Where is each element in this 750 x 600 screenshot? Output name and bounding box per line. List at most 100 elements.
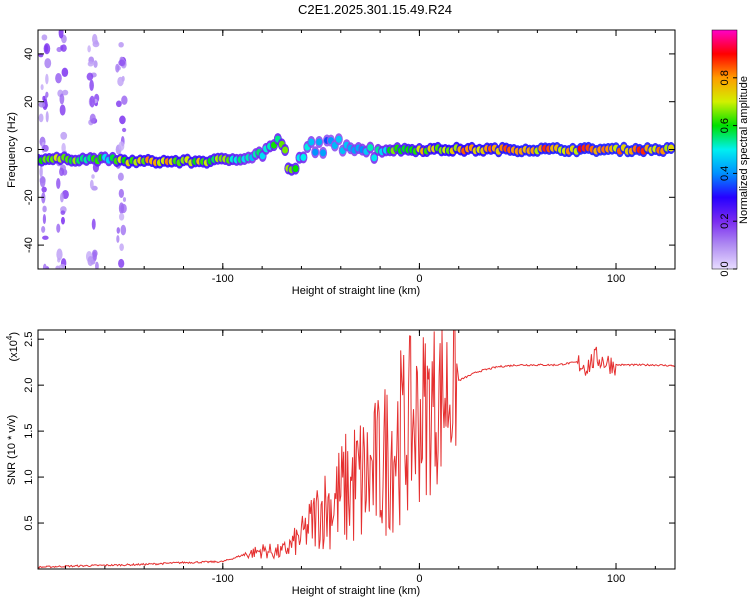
heatmap-x-axis-label: Height of straight line (km)	[292, 285, 420, 297]
heatmap-ridge-cell	[316, 138, 323, 146]
colorbar-gradient	[711, 29, 738, 270]
heatmap-noise-cell	[39, 175, 46, 188]
heatmap-x-tick-label: 100	[607, 273, 625, 285]
heatmap-noise-cell	[55, 72, 62, 84]
heatmap-y-tick-label: -20	[23, 189, 35, 205]
snr-x-tick-label: 0	[416, 573, 422, 585]
heatmap-noise-cell	[95, 261, 99, 269]
heatmap-noise-cell	[118, 258, 125, 268]
heatmap-noise-cell	[89, 79, 94, 92]
heatmap-noise-cell	[60, 192, 64, 203]
heatmap-ridge-cell	[308, 138, 315, 146]
snr-y-axis-label: SNR (10 * v/v)	[6, 415, 18, 485]
heatmap-noise-cell	[42, 213, 47, 225]
heatmap-noise-cell	[122, 197, 127, 202]
heatmap-noise-cell	[56, 223, 61, 233]
colorbar: 0.0 0.2 0.4 0.6 0.8 Normalized spectral ampl…	[711, 29, 750, 277]
colorbar-tick-label: 0.4	[719, 166, 731, 181]
snr-y-tick-label: 1.5	[23, 423, 35, 438]
heatmap-panel: -100 0 100 -40 -20 0 20 40 Height of straight l…	[6, 29, 676, 297]
heatmap-noise-cell	[42, 95, 46, 101]
heatmap-noise-cell	[40, 84, 44, 91]
heatmap-noise-cell	[118, 41, 124, 48]
heatmap-noise-cell	[45, 111, 49, 123]
snr-y-tick-label: 0.5	[23, 515, 35, 530]
heatmap-noise-cell	[120, 224, 127, 236]
heatmap-ridge-cell	[259, 152, 266, 160]
heatmap-noise-cell	[43, 43, 51, 55]
heatmap-x-tick-label: 0	[416, 273, 422, 285]
heatmap-ridge-cell	[367, 144, 374, 152]
colorbar-label: Normalized spectral amplitude	[738, 76, 750, 224]
heatmap-noise-cell	[87, 45, 91, 53]
heatmap-noise-cell	[118, 213, 125, 221]
heatmap-noise-cell	[89, 179, 94, 189]
heatmap-noise-cell	[42, 205, 47, 213]
heatmap-y-axis-label: Frequency (Hz)	[6, 112, 18, 188]
heatmap-noise-cell	[42, 263, 47, 269]
heatmap-ridge-cell	[300, 153, 307, 161]
heatmap-noise-cell	[61, 67, 69, 78]
colorbar-tick-label: 0.2	[719, 214, 731, 229]
heatmap-y-tick-label: -40	[23, 237, 35, 253]
heatmap-noise-cell	[115, 100, 122, 108]
heatmap-noise-cell	[59, 104, 66, 116]
heatmap-noise-cell	[87, 61, 94, 67]
heatmap-noise-cell	[41, 192, 46, 204]
heatmap-noise-cell	[60, 131, 68, 140]
heatmap-noise-cell	[116, 235, 120, 243]
heatmap-noise-cell	[59, 167, 65, 176]
heatmap-noise-cell	[41, 186, 47, 193]
snr-y-multiplier-close: )	[8, 332, 20, 336]
heatmap-noise-cell	[62, 89, 69, 96]
heatmap-noise-cell	[118, 141, 125, 151]
colorbar-tick-label: 0.0	[719, 261, 731, 276]
snr-series-line	[38, 330, 675, 569]
heatmap-noise-cell	[118, 188, 125, 198]
heatmap-y-tick-label: 0	[23, 146, 35, 152]
heatmap-ridge-cell	[292, 165, 299, 173]
heatmap-ridge-cell	[371, 154, 378, 162]
heatmap-x-tick-label: -100	[212, 273, 234, 285]
heatmap-noise-cell	[59, 263, 66, 269]
heatmap-noise-cell	[122, 127, 127, 133]
heatmap-noise-cell	[87, 256, 94, 267]
heatmap-noise-cell	[58, 30, 64, 39]
heatmap-ridge-cell	[282, 146, 289, 154]
heatmap-noise-cell	[59, 93, 65, 105]
heatmap-noise-cell	[45, 73, 49, 85]
heatmap-y-tick-label: 40	[23, 48, 35, 60]
heatmap-y-tick-label: 20	[23, 96, 35, 108]
snr-panel: -100 0 100 0.5 1.0 1.5 2.0 2.5 Height of straig…	[5, 329, 676, 597]
snr-y-tick-label: 2.5	[23, 332, 35, 347]
heatmap-noise-cell	[41, 34, 48, 41]
heatmap-ridge-cell	[312, 148, 319, 156]
heatmap-noise-cell	[60, 210, 66, 215]
heatmap-noise-cell	[45, 91, 49, 98]
heatmap-noise-cell	[119, 243, 124, 251]
heatmap-noise-cell	[42, 144, 49, 152]
heatmap-noise-cell	[89, 113, 96, 124]
heatmap-noise-cell	[116, 227, 121, 234]
snr-y-multiplier-exp: 4	[5, 335, 14, 340]
heatmap-noise-cell	[55, 265, 61, 269]
heatmap-noise-cell	[91, 174, 95, 179]
heatmap-noise-cell	[117, 76, 124, 87]
colorbar-ticks: 0.0 0.2 0.4 0.6 0.8	[719, 70, 737, 277]
colorbar-tick-label: 0.8	[719, 70, 731, 85]
heatmap-noise-cell	[38, 113, 44, 123]
snr-x-tick-label: 100	[607, 573, 625, 585]
snr-x-axis-label: Height of straight line (km)	[292, 585, 420, 597]
heatmap-noise-cell	[60, 216, 65, 225]
snr-y-tick-label: 1.0	[23, 469, 35, 484]
heatmap-noise-cell	[89, 95, 95, 108]
heatmap-noise-cell	[119, 115, 126, 125]
heatmap-noise-cell	[93, 60, 98, 68]
heatmap-noise-cell	[41, 225, 46, 233]
heatmap-noise-cell	[118, 202, 125, 214]
heatmap-noise-cell	[44, 58, 52, 69]
heatmap-noise-cell	[86, 72, 94, 81]
heatmap-noise-cell	[38, 101, 46, 108]
snr-x-tick-label: -100	[212, 573, 234, 585]
heatmap-noise-cell	[92, 249, 98, 258]
